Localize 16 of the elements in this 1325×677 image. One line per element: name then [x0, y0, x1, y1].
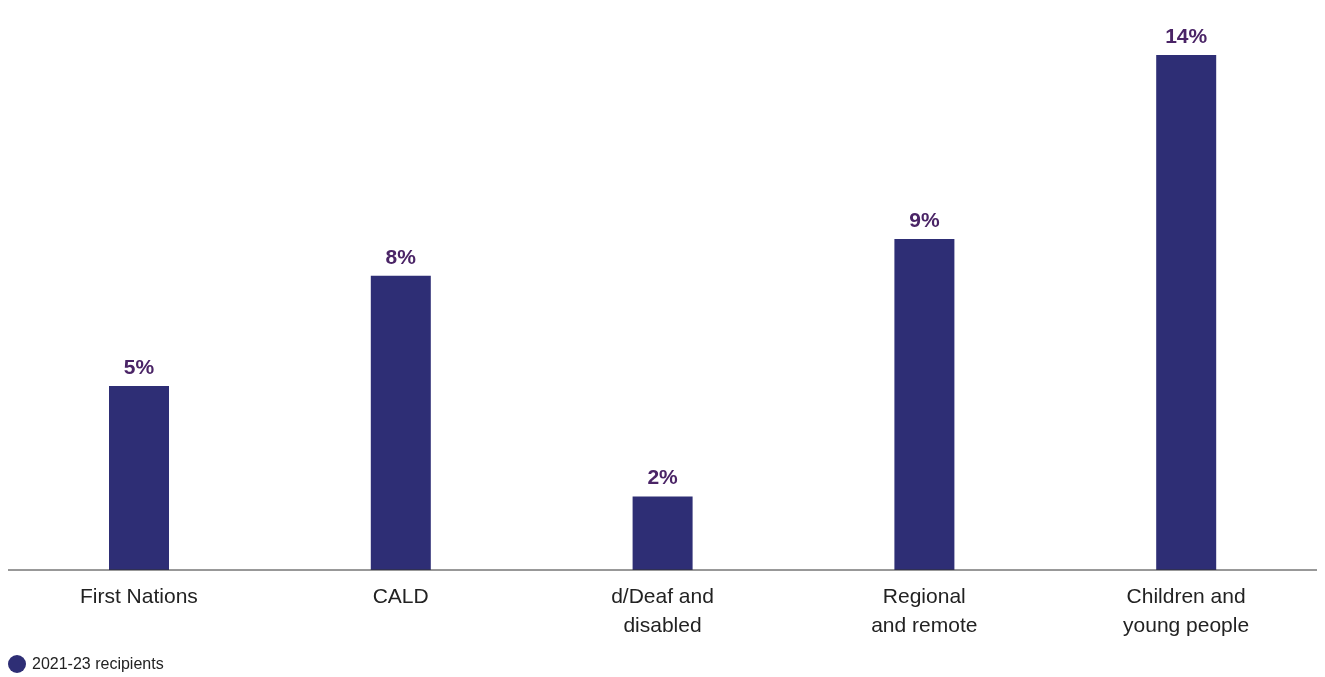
data-label: 2% — [647, 465, 679, 489]
x-tick-label: First Nations — [79, 583, 198, 607]
data-label: 5% — [123, 355, 155, 379]
bar — [109, 386, 169, 570]
data-label: 9% — [909, 207, 940, 231]
bar — [632, 496, 693, 570]
legend-label: 2021-23 recipients — [31, 655, 164, 673]
x-tick-label: Regional and remote — [871, 583, 978, 637]
bar — [894, 238, 955, 570]
bar — [1156, 55, 1217, 570]
x-tick-label: d/Deaf and disabled — [611, 583, 714, 637]
data-label: 8% — [385, 244, 417, 268]
x-tick-label: CALD — [372, 583, 429, 607]
bar — [370, 275, 431, 570]
x-tick-label: Children and young people — [1123, 583, 1250, 637]
data-label: 14% — [1165, 24, 1208, 47]
